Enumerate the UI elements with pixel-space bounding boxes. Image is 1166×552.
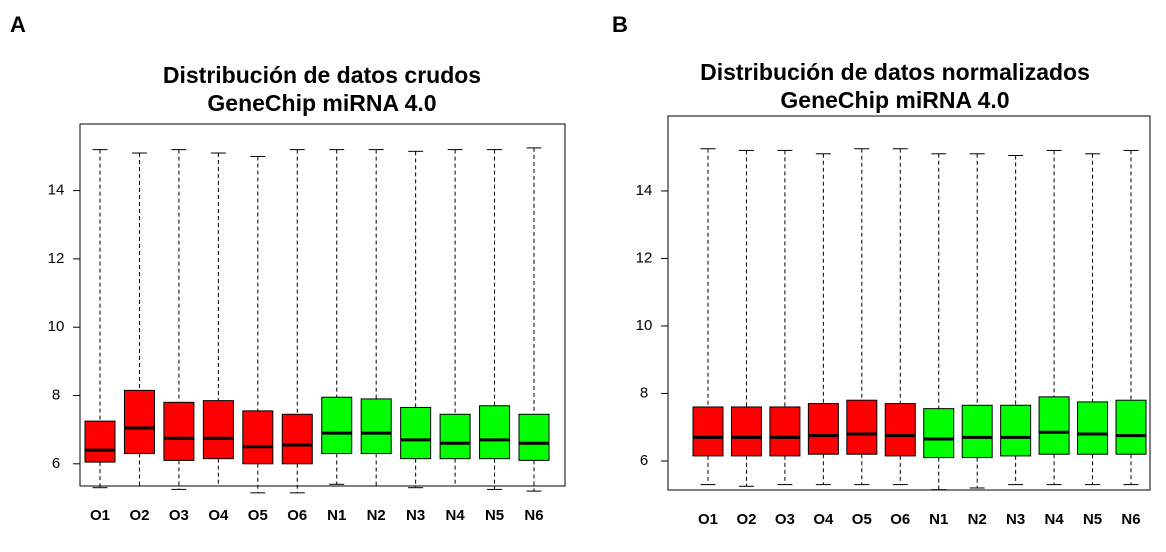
- box: [692, 406, 724, 457]
- y-tick-label: 14: [636, 182, 653, 199]
- y-tick-label: 8: [640, 384, 648, 401]
- chart-subtitle: GeneChip miRNA 4.0: [780, 87, 1009, 113]
- y-tick-label: 8: [52, 386, 60, 403]
- x-tick-label: O2: [129, 507, 149, 524]
- x-tick-label: O3: [169, 507, 189, 524]
- x-tick-label: N4: [1044, 511, 1064, 528]
- x-tick-label: N6: [1121, 511, 1140, 528]
- box: [242, 410, 274, 465]
- y-tick-label: 6: [640, 452, 648, 469]
- x-tick-label: N2: [968, 511, 987, 528]
- box: [321, 396, 353, 455]
- box: [281, 413, 313, 465]
- x-tick-label: O3: [775, 511, 795, 528]
- x-tick-label: N1: [327, 507, 346, 524]
- plot-frame: [79, 123, 566, 487]
- y-tick-label: 6: [52, 455, 60, 472]
- x-tick-label: N5: [1083, 511, 1102, 528]
- chart-title: Distribución de datos normalizados: [700, 59, 1090, 85]
- panel-label: A: [10, 12, 26, 37]
- x-tick-label: N5: [485, 507, 504, 524]
- box: [961, 404, 993, 459]
- x-tick-label: N1: [929, 511, 948, 528]
- box: [1000, 404, 1032, 457]
- box: [923, 408, 955, 459]
- x-tick-label: O1: [90, 507, 110, 524]
- box: [202, 400, 234, 460]
- x-tick-label: N2: [367, 507, 386, 524]
- y-tick-label: 12: [636, 249, 653, 266]
- box: [807, 403, 839, 455]
- y-tick-label: 10: [48, 318, 65, 335]
- box: [1038, 396, 1070, 455]
- chart-subtitle: GeneChip miRNA 4.0: [207, 90, 436, 116]
- box: [400, 406, 432, 460]
- x-tick-label: O2: [736, 511, 756, 528]
- box: [479, 405, 511, 460]
- x-tick-label: N3: [406, 507, 425, 524]
- box: [1115, 399, 1147, 455]
- x-tick-label: O6: [890, 511, 910, 528]
- box: [518, 413, 550, 461]
- box: [884, 403, 916, 457]
- box: [84, 420, 116, 463]
- chart-title: Distribución de datos crudos: [163, 62, 481, 88]
- box: [360, 398, 392, 455]
- x-tick-label: N6: [524, 507, 543, 524]
- x-tick-label: O4: [813, 511, 834, 528]
- y-tick-label: 14: [48, 182, 65, 199]
- x-tick-label: O1: [698, 511, 718, 528]
- x-tick-label: O5: [852, 511, 872, 528]
- x-tick-label: O4: [208, 507, 229, 524]
- box: [439, 413, 471, 460]
- y-tick-label: 10: [636, 317, 653, 334]
- x-tick-label: N4: [445, 507, 465, 524]
- panel-label: B: [612, 12, 628, 37]
- box: [846, 399, 878, 455]
- box: [730, 406, 762, 457]
- box: [1077, 401, 1109, 455]
- x-tick-label: O5: [248, 507, 268, 524]
- box: [163, 401, 195, 461]
- x-tick-label: N3: [1006, 511, 1025, 528]
- plot-frame: [667, 115, 1151, 491]
- box: [123, 389, 155, 455]
- x-tick-label: O6: [287, 507, 307, 524]
- y-tick-label: 12: [48, 250, 65, 267]
- box: [769, 406, 801, 457]
